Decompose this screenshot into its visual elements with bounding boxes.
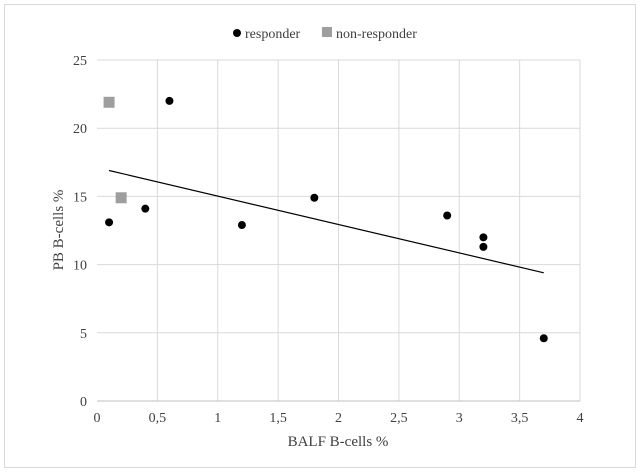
x-tick-labels: 0 0,5 1 1,5 2 2,5 3 3,5 4 (94, 411, 584, 426)
x-tick-label: 2 (335, 411, 342, 426)
legend: responder non-responder (233, 27, 417, 42)
y-tick-label: 20 (73, 122, 87, 137)
non-responder-point (103, 96, 115, 108)
y-tick-label: 15 (73, 190, 87, 205)
chart-frame (4, 4, 636, 468)
x-tick-label: 3 (456, 411, 463, 426)
x-tick-label: 3,5 (511, 411, 529, 426)
responder-point (479, 233, 488, 242)
y-tick-labels: 0 5 10 15 20 25 (73, 54, 87, 410)
y-tick-label: 5 (80, 327, 87, 342)
trendline (108, 169, 544, 274)
x-tick-label: 4 (577, 411, 584, 426)
responder-point (479, 242, 488, 251)
y-tick-label: 10 (73, 259, 87, 274)
legend-nonresponder-marker (322, 27, 332, 37)
responder-point (443, 211, 452, 220)
x-tick-label: 0,5 (149, 411, 167, 426)
responder-point (141, 204, 150, 213)
x-axis-label: BALF B-cells % (288, 434, 389, 450)
trendline-group (108, 169, 544, 274)
gridlines (97, 59, 581, 401)
legend-responder-marker (233, 29, 241, 37)
responder-point (105, 218, 114, 227)
y-axis-label: PB B-cells % (51, 190, 67, 271)
x-tick-label: 1,5 (269, 411, 287, 426)
x-tick-label: 1 (214, 411, 221, 426)
x-tick-label: 2,5 (390, 411, 408, 426)
legend-responder-label: responder (245, 27, 301, 42)
y-tick-label: 0 (80, 395, 87, 410)
responder-point (539, 334, 548, 343)
data-points (103, 96, 548, 343)
responder-point (237, 221, 246, 230)
responder-point (310, 193, 319, 202)
legend-nonresponder-label: non-responder (336, 27, 417, 42)
responder-point (165, 96, 174, 105)
x-tick-label: 0 (94, 411, 101, 426)
non-responder-point (115, 192, 127, 204)
y-tick-label: 25 (73, 54, 87, 69)
